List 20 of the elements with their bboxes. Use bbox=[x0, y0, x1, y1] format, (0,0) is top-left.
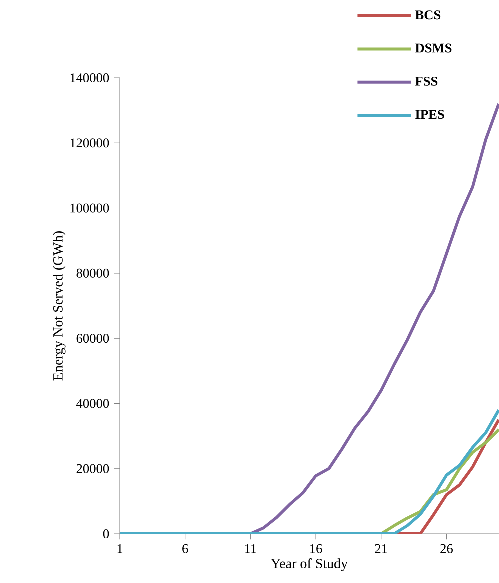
y-tick-label: 0 bbox=[103, 530, 110, 538]
x-tick-label: 11 bbox=[245, 544, 256, 554]
y-tick-label: 120000 bbox=[70, 138, 110, 148]
y-tick-label: 60000 bbox=[76, 334, 110, 344]
legend-label: BCS bbox=[415, 10, 441, 20]
x-tick-label: 6 bbox=[182, 544, 188, 554]
x-tick-label: 1 bbox=[118, 544, 123, 554]
legend-label: IPES bbox=[416, 110, 444, 120]
y-tick-label: 20000 bbox=[76, 464, 110, 474]
y-tick-label: 40000 bbox=[76, 399, 110, 408]
x-tick-label: 26 bbox=[440, 544, 453, 554]
y-tick-label: 140000 bbox=[70, 74, 110, 82]
x-tick-label: 21 bbox=[375, 544, 388, 554]
x-tick-label: 16 bbox=[310, 544, 322, 554]
legend-label: FSS bbox=[415, 76, 438, 86]
y-tick-label: 80000 bbox=[76, 268, 110, 278]
legend-label: DSMS bbox=[415, 44, 452, 53]
x-axis-title: Year of Study bbox=[271, 558, 348, 572]
y-tick-label: 100000 bbox=[70, 204, 110, 213]
y-axis-title: Energy Not Served (GWh) bbox=[53, 232, 66, 381]
